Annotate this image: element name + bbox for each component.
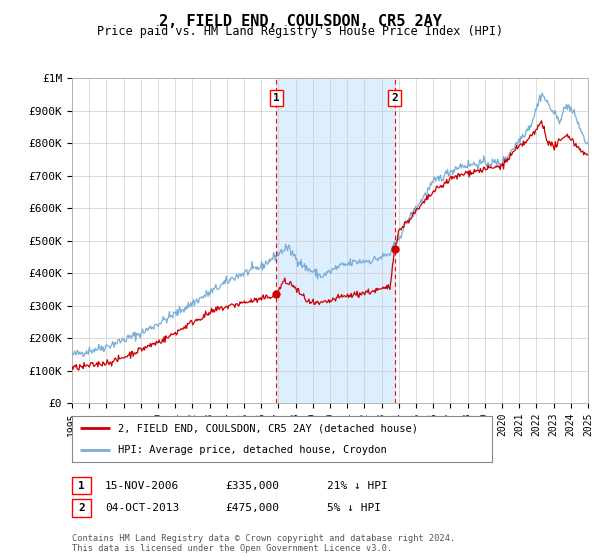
Text: 2: 2 [391, 93, 398, 103]
Text: 15-NOV-2006: 15-NOV-2006 [105, 480, 179, 491]
Text: 2: 2 [78, 503, 85, 513]
Text: 1: 1 [78, 480, 85, 491]
Text: 2, FIELD END, COULSDON, CR5 2AY: 2, FIELD END, COULSDON, CR5 2AY [158, 14, 442, 29]
Text: 5% ↓ HPI: 5% ↓ HPI [327, 503, 381, 513]
Text: £475,000: £475,000 [225, 503, 279, 513]
Text: HPI: Average price, detached house, Croydon: HPI: Average price, detached house, Croy… [118, 445, 387, 455]
Text: Contains HM Land Registry data © Crown copyright and database right 2024.: Contains HM Land Registry data © Crown c… [72, 534, 455, 543]
Text: This data is licensed under the Open Government Licence v3.0.: This data is licensed under the Open Gov… [72, 544, 392, 553]
Text: 1: 1 [273, 93, 280, 103]
Text: Price paid vs. HM Land Registry's House Price Index (HPI): Price paid vs. HM Land Registry's House … [97, 25, 503, 38]
Text: 04-OCT-2013: 04-OCT-2013 [105, 503, 179, 513]
Text: £335,000: £335,000 [225, 480, 279, 491]
Text: 21% ↓ HPI: 21% ↓ HPI [327, 480, 388, 491]
Text: 2, FIELD END, COULSDON, CR5 2AY (detached house): 2, FIELD END, COULSDON, CR5 2AY (detache… [118, 423, 418, 433]
Bar [277, 78, 395, 403]
